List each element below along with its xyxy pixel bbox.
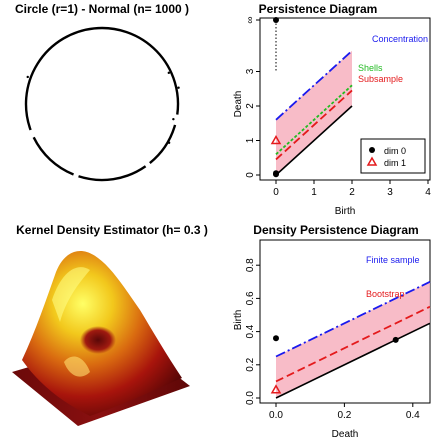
dim0-point: [273, 171, 279, 178]
density-y-label: Birth: [233, 310, 244, 331]
circle-sample-point: [177, 86, 180, 89]
density-y-tick-label: 0.4: [245, 324, 256, 338]
density-x-label: Death: [332, 429, 359, 439]
circle-sample-point: [167, 71, 171, 75]
kde-surface-highlight: [52, 267, 90, 322]
kde-surface-highlight-low: [64, 356, 90, 377]
density-band-line: [275, 305, 431, 383]
band-line-concentration: [275, 50, 353, 121]
legend-dim1-marker: [366, 156, 378, 166]
persistence-diagram-panel: Persistence Diagram Concentration ShellsS…: [233, 2, 431, 217]
x-tick-label: 2: [349, 187, 355, 198]
kde-surface-hole: [80, 326, 116, 354]
density-persistence-title: Density Persistence Diagram: [253, 223, 418, 237]
band-label-subsample: Subsample: [358, 74, 403, 84]
legend-dim1-label: dim 1: [384, 158, 406, 168]
y-tick-label: 3: [245, 68, 256, 74]
band-label-shells: Shells: [358, 63, 383, 73]
density-dim0-point: [273, 335, 279, 342]
x-tick-label: 4: [425, 187, 431, 198]
x-tick-label: 0: [273, 187, 279, 198]
density-diagonal-line: [275, 322, 431, 399]
kde-panel: Kernel Density Estimator (h= 0.3 ): [12, 223, 208, 426]
circle-sample-point: [172, 117, 175, 121]
dim0-point: [273, 17, 279, 23]
density-dim0-point: [392, 336, 399, 343]
y-tick-label: 0: [245, 172, 256, 178]
band-label-finite-sample: Finite sample: [366, 255, 420, 265]
y-tick-label: 1: [245, 137, 256, 143]
circle-arc: [78, 165, 147, 182]
y-tick-label: ∞: [245, 16, 256, 23]
density-y-tick-label: 0.6: [245, 291, 256, 305]
density-y-tick-label: 0.2: [245, 357, 256, 371]
persistence-x-label: Birth: [335, 206, 356, 217]
band-line-subsample: [275, 89, 353, 161]
circle-panel: Circle (r=1) - Normal (n= 1000 ): [15, 2, 189, 182]
density-y-tick-label: 0.8: [245, 258, 256, 272]
persistence-y-label: Death: [233, 91, 244, 118]
circle-panel-title: Circle (r=1) - Normal (n= 1000 ): [15, 2, 189, 16]
persistence-diagram-title: Persistence Diagram: [259, 2, 378, 16]
band-line-shells: [275, 84, 353, 155]
circle-sample-point: [167, 141, 171, 144]
x-tick-label: 3: [387, 187, 393, 198]
confidence-band: [276, 50, 352, 175]
band-label-bootstrap: Bootstrap: [366, 289, 405, 299]
legend-dim0-label: dim 0: [384, 146, 406, 156]
legend: dim 0 dim 1: [360, 138, 426, 174]
density-x-tick-label: 0.2: [337, 410, 351, 421]
density-confidence-band: [276, 281, 430, 398]
legend-dim0-marker: [369, 147, 375, 153]
density-plot-area: Finite sample Bootstrap 0.0 0.2 0.4 0.0 0.2 0.4…: [245, 255, 431, 421]
kde-panel-title: Kernel Density Estimator (h= 0.3 ): [16, 223, 208, 237]
circle-point-cloud: [24, 26, 180, 182]
dim1-point: [270, 134, 282, 145]
circle-arc: [24, 26, 180, 131]
circle-sample-point: [26, 75, 29, 79]
x-tick-label: 1: [311, 187, 317, 198]
band-label-concentration: Concentration: [372, 34, 428, 44]
density-band-line: [275, 280, 431, 358]
density-persistence-panel: Density Persistence Diagram Finite sampl…: [233, 223, 431, 439]
density-plot-frame: [259, 239, 431, 404]
density-x-tick-label: 0.0: [269, 410, 283, 421]
legend-frame: [360, 138, 426, 174]
kde-surface: [12, 250, 190, 426]
persistence-plot-frame: [259, 17, 431, 181]
circle-arc: [32, 136, 74, 176]
density-x-tick-label: 0.4: [406, 410, 420, 421]
density-y-tick-label: 0.0: [245, 391, 256, 405]
density-dim1-point: [270, 384, 282, 394]
y-tick-label: 2: [245, 103, 256, 109]
circle-arc: [149, 124, 177, 164]
diagonal-line: [275, 105, 353, 176]
